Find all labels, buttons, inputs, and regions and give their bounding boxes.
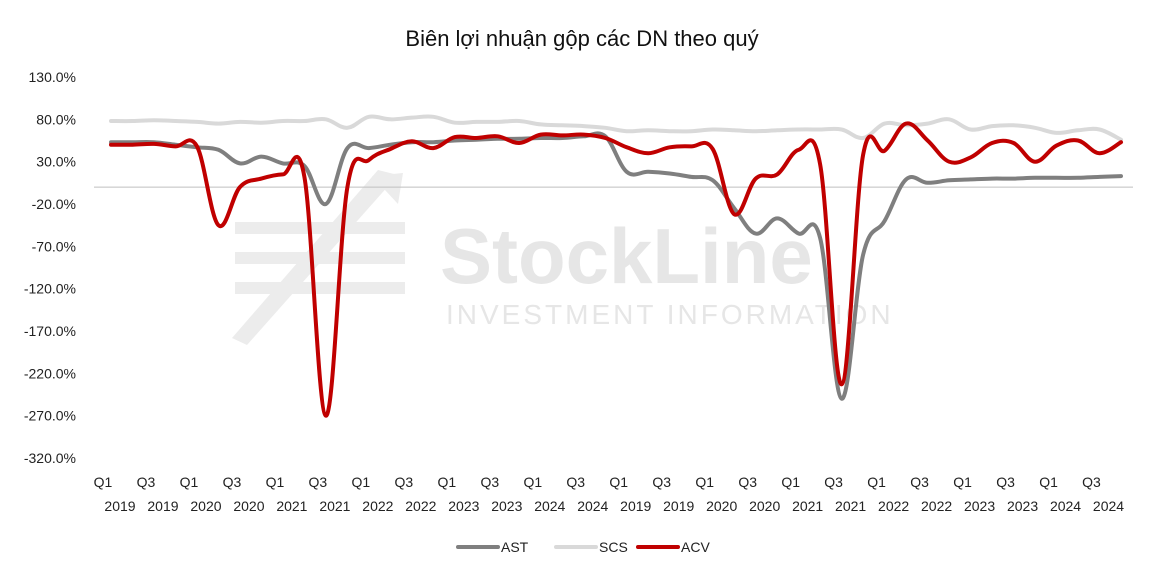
x-tick-quarter: Q1 [609, 474, 628, 490]
x-tick-year: 2022 [921, 498, 952, 514]
y-tick-label: -120.0% [24, 281, 76, 297]
y-tick-label: -70.0% [32, 238, 76, 254]
x-tick-year: 2023 [1007, 498, 1038, 514]
x-tick-year: 2021 [792, 498, 823, 514]
x-tick-quarter: Q3 [652, 474, 671, 490]
x-tick-year: 2023 [964, 498, 995, 514]
x-tick-year: 2020 [706, 498, 737, 514]
legend: AST SCS ACV [456, 539, 710, 555]
x-tick-quarter: Q3 [395, 474, 414, 490]
x-tick-year: 2020 [749, 498, 780, 514]
watermark: StockLine INVESTMENT INFORMATION [232, 170, 894, 345]
y-tick-label: -270.0% [24, 408, 76, 424]
x-tick-year: 2024 [1050, 498, 1081, 514]
x-tick-quarter: Q3 [738, 474, 757, 490]
x-tick-year: 2023 [491, 498, 522, 514]
chart-title: Biên lợi nhuận gộp các DN theo quý [405, 26, 758, 51]
y-axis: 130.0% 80.0% 30.0% -20.0% -70.0% -120.0% -170.… [24, 69, 1133, 466]
x-tick-year: 2021 [835, 498, 866, 514]
x-tick-quarter: Q3 [996, 474, 1015, 490]
x-tick-quarter: Q1 [1039, 474, 1058, 490]
watermark-logo-icon [232, 170, 405, 345]
x-tick-quarter: Q3 [223, 474, 242, 490]
x-tick-quarter: Q1 [523, 474, 542, 490]
x-axis: Q12019Q32019Q12020Q32020Q12021Q32021Q120… [94, 474, 1125, 514]
x-tick-year: 2020 [233, 498, 264, 514]
x-tick-year: 2022 [878, 498, 909, 514]
x-tick-quarter: Q3 [1082, 474, 1101, 490]
y-tick-label: -320.0% [24, 450, 76, 466]
legend-label-acv: ACV [681, 539, 710, 555]
y-tick-label: -220.0% [24, 365, 76, 381]
x-tick-year: 2020 [190, 498, 221, 514]
y-tick-label: -170.0% [24, 323, 76, 339]
x-tick-quarter: Q1 [437, 474, 456, 490]
watermark-brand: StockLine [440, 212, 813, 300]
x-tick-year: 2023 [448, 498, 479, 514]
x-tick-year: 2019 [620, 498, 651, 514]
series-line-ast [109, 131, 1123, 401]
x-tick-quarter: Q3 [137, 474, 156, 490]
series-line-acv [109, 121, 1123, 418]
x-tick-quarter: Q1 [953, 474, 972, 490]
x-tick-quarter: Q3 [566, 474, 585, 490]
x-tick-quarter: Q1 [352, 474, 371, 490]
x-tick-year: 2019 [147, 498, 178, 514]
x-tick-quarter: Q1 [266, 474, 285, 490]
x-tick-year: 2022 [362, 498, 393, 514]
x-tick-year: 2024 [534, 498, 565, 514]
legend-label-scs: SCS [599, 539, 628, 555]
series-line-scs [109, 114, 1123, 142]
y-tick-label: 30.0% [36, 154, 76, 170]
x-tick-quarter: Q1 [867, 474, 886, 490]
y-tick-label: 80.0% [36, 111, 76, 127]
x-tick-year: 2021 [276, 498, 307, 514]
legend-label-ast: AST [501, 539, 529, 555]
x-tick-quarter: Q1 [781, 474, 800, 490]
x-tick-year: 2022 [405, 498, 436, 514]
x-tick-quarter: Q3 [824, 474, 843, 490]
series-layer [109, 114, 1123, 418]
x-tick-year: 2024 [1093, 498, 1124, 514]
x-tick-year: 2019 [104, 498, 135, 514]
x-tick-quarter: Q3 [910, 474, 929, 490]
watermark-tagline: INVESTMENT INFORMATION [446, 299, 894, 330]
x-tick-year: 2024 [577, 498, 608, 514]
y-tick-label: -20.0% [32, 196, 76, 212]
x-tick-year: 2019 [663, 498, 694, 514]
x-tick-quarter: Q3 [309, 474, 328, 490]
x-tick-quarter: Q1 [180, 474, 199, 490]
x-tick-year: 2021 [319, 498, 350, 514]
x-tick-quarter: Q1 [695, 474, 714, 490]
x-tick-quarter: Q1 [94, 474, 113, 490]
y-tick-label: 130.0% [29, 69, 76, 85]
x-tick-quarter: Q3 [480, 474, 499, 490]
